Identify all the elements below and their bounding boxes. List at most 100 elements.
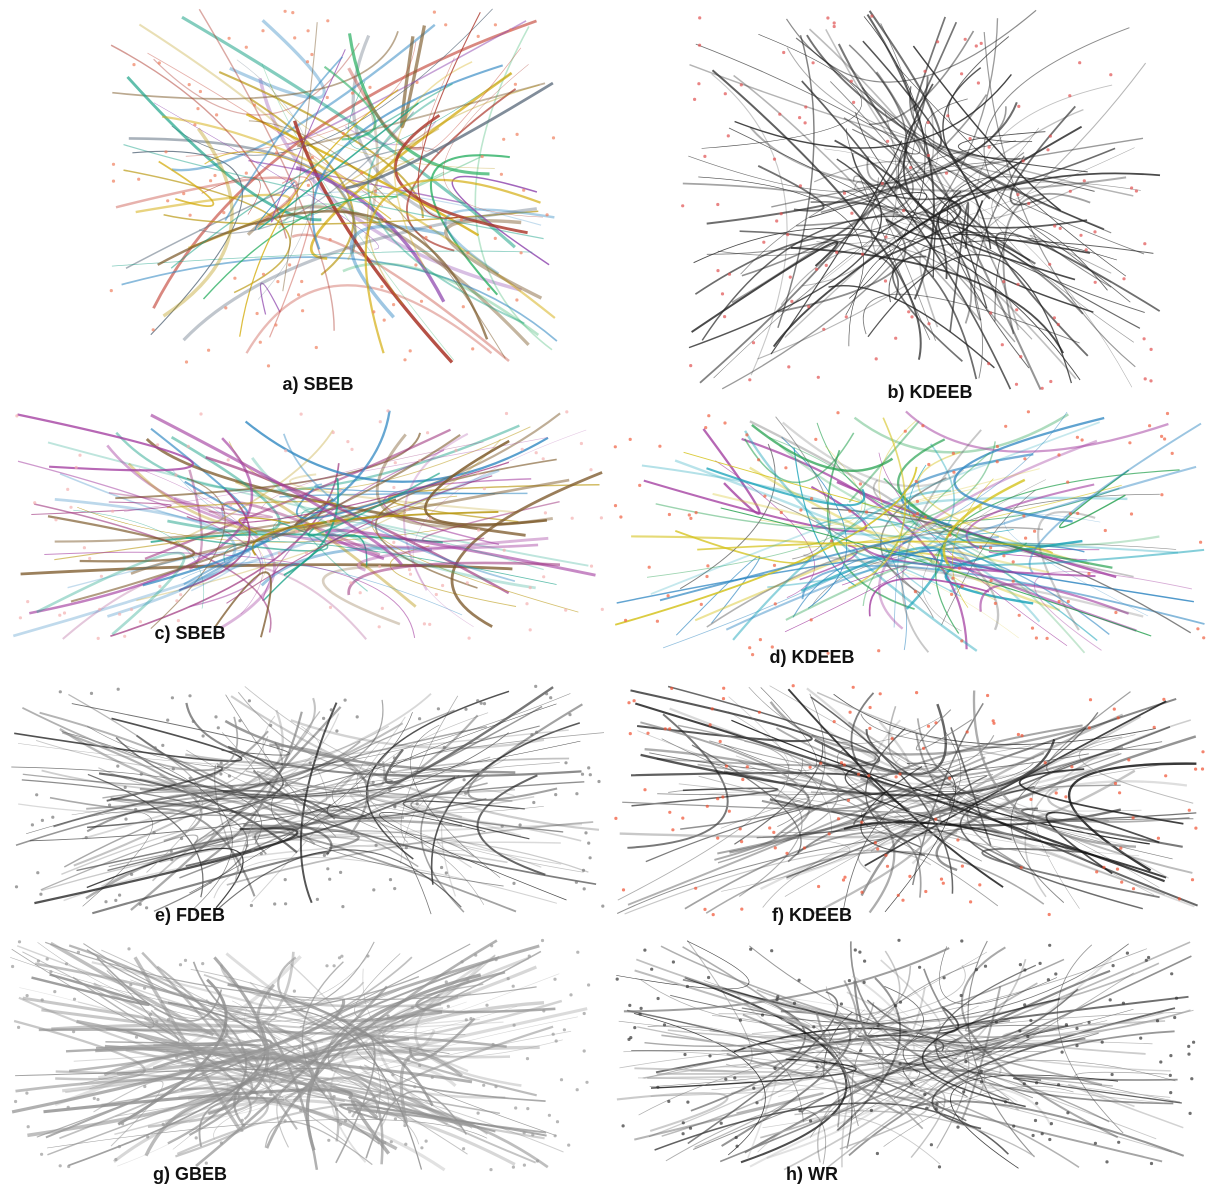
node — [325, 95, 329, 100]
edge — [364, 178, 541, 354]
node — [422, 622, 426, 626]
edge — [853, 980, 932, 1071]
node — [1027, 201, 1031, 206]
edge — [846, 503, 908, 651]
edge — [951, 478, 994, 608]
node — [201, 734, 205, 738]
edge — [682, 182, 973, 324]
node — [424, 235, 428, 240]
edge — [878, 986, 924, 1061]
edge — [678, 783, 906, 828]
edge — [356, 1045, 557, 1137]
node — [575, 1088, 579, 1092]
node — [118, 893, 122, 897]
node — [979, 1069, 983, 1073]
node — [913, 590, 918, 594]
node — [553, 1134, 557, 1138]
edge — [896, 172, 1161, 242]
node — [14, 1099, 18, 1104]
edge — [236, 59, 315, 300]
node — [979, 41, 983, 46]
edge — [339, 756, 386, 788]
node — [815, 1065, 819, 1069]
node — [962, 1090, 966, 1094]
node — [332, 1095, 336, 1099]
node — [487, 287, 491, 291]
edge — [410, 724, 501, 878]
node — [983, 964, 988, 968]
edge — [784, 108, 1084, 338]
node — [111, 162, 116, 166]
node — [300, 279, 304, 284]
edge — [92, 851, 330, 915]
node — [1169, 1054, 1173, 1058]
node — [1064, 795, 1068, 799]
node — [340, 954, 344, 958]
node — [956, 1125, 960, 1129]
node — [923, 1092, 927, 1096]
edge — [748, 687, 941, 744]
edge — [861, 87, 1112, 234]
edge — [644, 748, 896, 914]
edge — [721, 18, 999, 390]
node — [960, 584, 964, 589]
node — [134, 1035, 139, 1039]
node — [99, 574, 103, 578]
node — [681, 816, 685, 820]
node — [655, 619, 660, 623]
edge — [18, 713, 340, 814]
node — [1201, 750, 1205, 754]
node — [720, 292, 725, 296]
node — [562, 1028, 567, 1032]
node — [741, 777, 745, 782]
edge — [221, 500, 381, 557]
edge — [824, 148, 1133, 388]
node — [656, 1085, 660, 1089]
edge — [1059, 469, 1130, 529]
node — [613, 445, 617, 449]
edge — [826, 449, 915, 610]
edge — [883, 1085, 1074, 1147]
node — [748, 646, 752, 650]
node — [276, 280, 280, 284]
edge — [634, 1092, 824, 1141]
node — [535, 730, 539, 734]
node — [137, 177, 141, 181]
node — [1004, 424, 1008, 428]
node — [534, 684, 538, 689]
node — [989, 546, 993, 550]
edge — [961, 946, 1119, 1139]
node — [839, 1002, 844, 1006]
edge — [731, 94, 988, 304]
edge — [747, 1069, 780, 1159]
node — [711, 913, 715, 917]
node — [1200, 767, 1205, 771]
node — [415, 802, 419, 806]
node — [553, 977, 557, 981]
node — [180, 836, 184, 841]
node — [826, 651, 830, 655]
node — [540, 938, 545, 943]
edge — [47, 515, 195, 563]
edge — [687, 991, 839, 1145]
node — [770, 949, 774, 953]
node — [974, 968, 979, 972]
edge — [783, 958, 1027, 1171]
node — [844, 315, 848, 319]
edge — [153, 102, 379, 250]
panel-label: b) KDEEB — [888, 382, 973, 402]
node — [1160, 493, 1164, 497]
edge — [98, 772, 298, 854]
node — [327, 1055, 331, 1059]
node — [194, 1136, 198, 1140]
node — [67, 1164, 71, 1169]
node — [511, 984, 515, 988]
node — [1054, 791, 1058, 795]
edge — [41, 835, 589, 892]
node — [527, 954, 531, 958]
node — [343, 1119, 348, 1123]
node — [123, 634, 127, 638]
edge — [844, 767, 1012, 841]
edge — [741, 44, 908, 277]
edge — [885, 200, 984, 240]
